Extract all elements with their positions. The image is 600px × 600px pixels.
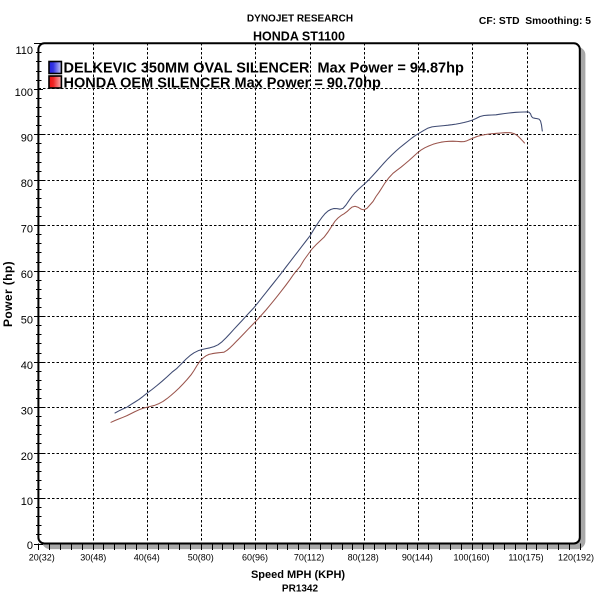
svg-text:100: 100 — [15, 87, 33, 99]
svg-text:10: 10 — [21, 496, 33, 508]
svg-text:0: 0 — [27, 540, 33, 552]
svg-text:120(192): 120(192) — [558, 552, 594, 562]
svg-text:110(175): 110(175) — [508, 552, 543, 562]
svg-text:30(48): 30(48) — [80, 552, 106, 562]
svg-text:70(112): 70(112) — [294, 552, 324, 562]
svg-text:PR1342: PR1342 — [282, 584, 319, 595]
svg-text:100(160): 100(160) — [453, 552, 489, 562]
svg-text:HONDA ST1100: HONDA ST1100 — [253, 30, 345, 44]
svg-text:90: 90 — [21, 132, 33, 144]
svg-text:30: 30 — [21, 405, 33, 417]
svg-text:80: 80 — [21, 178, 33, 190]
svg-text:HONDA OEM SILENCER Max Power =: HONDA OEM SILENCER Max Power = 90.70hp — [64, 75, 381, 91]
svg-text:20: 20 — [21, 451, 33, 463]
svg-text:50(80): 50(80) — [188, 552, 214, 562]
svg-text:CF: STD Smoothing: 5: CF: STD Smoothing: 5 — [479, 16, 591, 27]
svg-text:40(64): 40(64) — [134, 552, 160, 562]
svg-text:90(144): 90(144) — [402, 552, 433, 562]
svg-text:70: 70 — [21, 223, 33, 235]
svg-text:Speed MPH (KPH): Speed MPH (KPH) — [251, 569, 345, 581]
svg-text:50: 50 — [21, 314, 33, 326]
svg-text:110: 110 — [15, 45, 33, 57]
svg-text:60: 60 — [21, 269, 33, 281]
svg-text:DYNOJET RESEARCH: DYNOJET RESEARCH — [247, 14, 353, 25]
svg-text:Power (hp): Power (hp) — [1, 261, 15, 327]
svg-text:60(96): 60(96) — [242, 552, 268, 562]
svg-text:20(32): 20(32) — [29, 552, 55, 562]
svg-text:DELKEVIC 350MM OVAL SILENCER: DELKEVIC 350MM OVAL SILENCER Max Power =… — [64, 61, 464, 77]
svg-text:40: 40 — [21, 360, 33, 372]
svg-text:80(128): 80(128) — [348, 552, 379, 562]
